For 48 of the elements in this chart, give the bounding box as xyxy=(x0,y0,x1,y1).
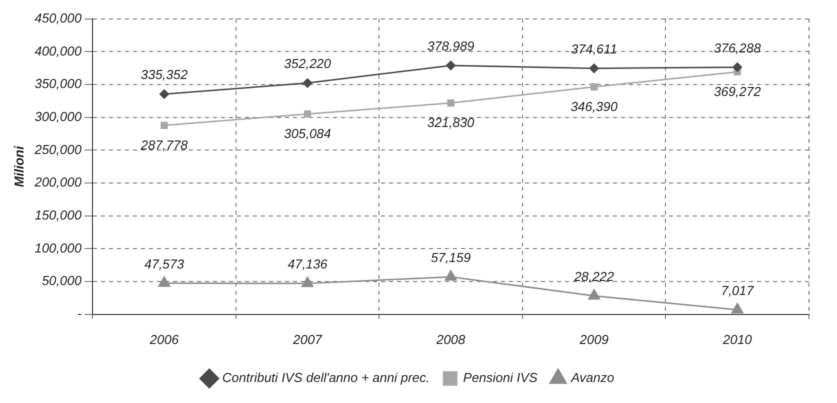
data-label: 47,573 xyxy=(144,256,185,272)
point xyxy=(732,62,742,72)
data-label: 335,352 xyxy=(140,67,188,82)
x-tick-label: 2010 xyxy=(722,332,753,347)
legend-label: Avanzo xyxy=(570,370,614,386)
data-label: 28,222 xyxy=(573,268,615,284)
point xyxy=(160,122,168,129)
point xyxy=(159,89,169,99)
data-label: 374,611 xyxy=(571,41,618,56)
point xyxy=(588,289,600,300)
point xyxy=(446,60,456,70)
data-label: 287,778 xyxy=(140,137,188,152)
data-label: 7,017 xyxy=(721,282,754,298)
point xyxy=(590,83,598,90)
legend-label: Contributi IVS dell'anno + anni prec. xyxy=(222,370,430,386)
x-tick-label: 2007 xyxy=(292,332,323,347)
data-label: 321,830 xyxy=(427,115,476,130)
point xyxy=(302,78,312,88)
x-tick-label: 2006 xyxy=(148,332,180,347)
data-label: 47,136 xyxy=(288,256,328,272)
data-label: 346,390 xyxy=(570,98,618,114)
point xyxy=(304,110,312,118)
data-label: 305,084 xyxy=(284,126,332,142)
y-tick-label: 450,000 xyxy=(34,10,82,26)
point xyxy=(158,276,170,287)
data-label: 376,288 xyxy=(714,40,762,56)
y-tick-label: 300,000 xyxy=(34,108,82,124)
point xyxy=(731,303,744,314)
point xyxy=(302,276,314,288)
y-tick-label: 400,000 xyxy=(34,43,82,58)
point xyxy=(444,270,457,281)
y-tick-label: 50,000 xyxy=(42,273,82,288)
y-tick-label: - xyxy=(77,306,82,322)
y-axis-title: Milioni xyxy=(11,146,26,188)
data-label: 57,159 xyxy=(430,250,471,265)
point xyxy=(447,99,454,107)
y-tick-label: 350,000 xyxy=(34,76,82,92)
data-label: 369,272 xyxy=(714,84,762,99)
point xyxy=(589,64,599,74)
data-label: 378,989 xyxy=(427,38,474,54)
x-tick-label: 2009 xyxy=(578,332,609,347)
data-label: 352,220 xyxy=(284,56,332,72)
legend-label: Pensioni IVS xyxy=(463,370,538,386)
y-tick-label: 250,000 xyxy=(34,142,82,157)
y-tick-label: 200,000 xyxy=(34,174,82,190)
y-tick-label: 100,000 xyxy=(34,240,82,256)
x-tick-label: 2008 xyxy=(435,332,466,347)
y-tick-label: 150,000 xyxy=(34,207,82,222)
